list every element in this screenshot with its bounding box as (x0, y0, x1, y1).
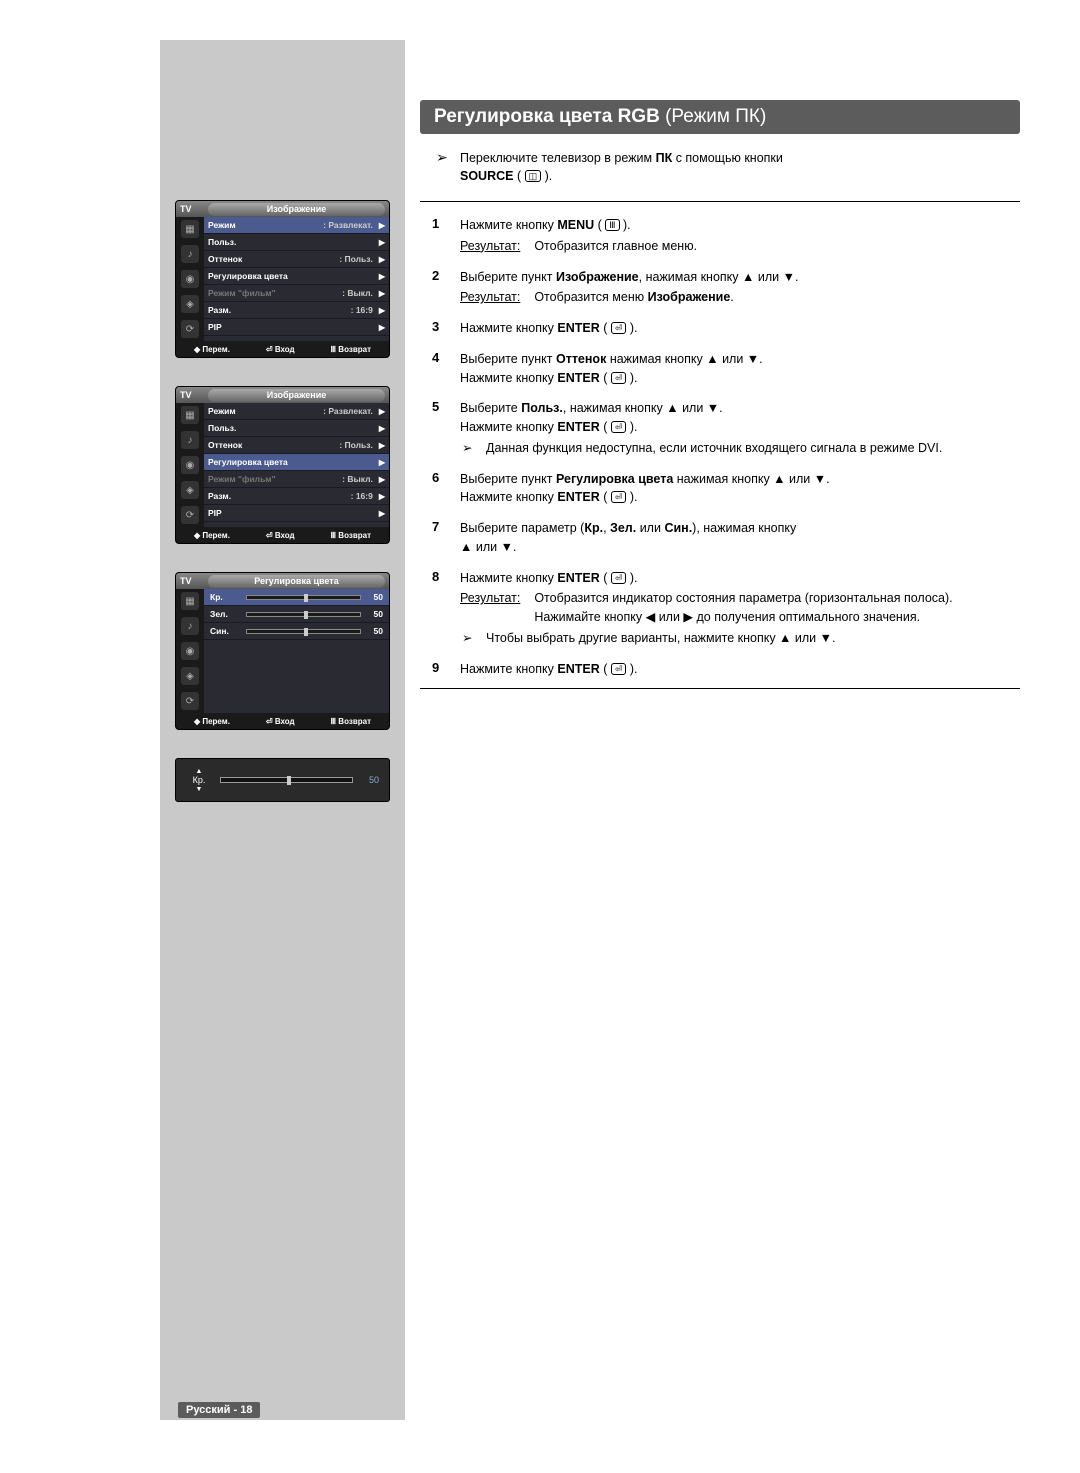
instructions: Регулировка цвета RGB (Режим ПК) ➢ Перек… (420, 40, 1020, 689)
step-5: 5 Выберите Польз., нажимая кнопку ▲ или … (420, 393, 1020, 463)
row-custom: Польз.▶ (204, 234, 389, 251)
source-icon: ◫ (525, 170, 542, 182)
row-size: Разм.: 16:9▶ (204, 302, 389, 319)
enter-icon: ⏎ (611, 372, 627, 384)
step-1: 1 Нажмите кнопку MENU ( Ⅲ ). Результат:О… (420, 210, 1020, 262)
osd-tv-label: TV (176, 204, 204, 214)
slider-red: Кр.50 (204, 589, 389, 606)
sound-icon: ♪ (181, 245, 199, 263)
enter-icon: ⏎ (611, 491, 627, 503)
menu-icon: Ⅲ (605, 219, 619, 231)
step-6: 6 Выберите пункт Регулировка цвета нажим… (420, 464, 1020, 514)
note-arrow-icon: ➢ (462, 439, 472, 458)
channel-icon: ◉ (181, 456, 199, 474)
page-number: Русский - 18 (178, 1402, 260, 1418)
step-4: 4 Выберите пункт Оттенок нажимая кнопку … (420, 344, 1020, 394)
osd-menu-2: TV Изображение ▦ ♪ ◉ ◈ ⟳ Режим: Развлека… (175, 386, 390, 544)
enter-icon: ⏎ (611, 663, 627, 675)
row-mode: Режим: Развлекат.▶ (204, 217, 389, 234)
screenshot-column: TV Изображение ▦ ♪ ◉ ◈ ⟳ Режим: Развлека… (160, 40, 405, 1420)
step-2: 2 Выберите пункт Изображение, нажимая кн… (420, 262, 1020, 314)
picture-icon: ▦ (181, 406, 199, 424)
note-arrow-icon: ➢ (436, 148, 448, 168)
step-8: 8 Нажмите кнопку ENTER ( ⏎ ). Результат:… (420, 563, 1020, 654)
osd-title: Изображение (208, 203, 385, 216)
note-arrow-icon: ➢ (462, 629, 472, 648)
row-coloradj: Регулировка цвета▶ (204, 268, 389, 285)
sound-icon: ♪ (181, 617, 199, 635)
channel-icon: ◉ (181, 642, 199, 660)
osd-single-slider: ▲Кр.▼ 50 (175, 758, 390, 802)
picture-icon: ▦ (181, 592, 199, 610)
osd-color-adjust: TV Регулировка цвета ▦ ♪ ◉ ◈ ⟳ Кр.50 Зел… (175, 572, 390, 730)
row-film: Режим "фильм": Выкл.▶ (204, 285, 389, 302)
step-3: 3 Нажмите кнопку ENTER ( ⏎ ). (420, 313, 1020, 344)
enter-icon: ⏎ (611, 322, 627, 334)
row-pip: PIP▶ (204, 319, 389, 336)
slider-blue: Син.50 (204, 623, 389, 640)
manual-page: TV Изображение ▦ ♪ ◉ ◈ ⟳ Режим: Развлека… (0, 0, 1080, 1473)
setup-icon: ◈ (181, 481, 199, 499)
osd-icon-rail: ▦ ♪ ◉ ◈ ⟳ (176, 217, 204, 341)
input-icon: ⟳ (181, 320, 199, 338)
channel-icon: ◉ (181, 270, 199, 288)
osd-footer: ◆ Перем. ⏎ Вход Ⅲ Возврат (176, 341, 389, 357)
input-icon: ⟳ (181, 692, 199, 710)
enter-icon: ⏎ (611, 572, 627, 584)
picture-icon: ▦ (181, 220, 199, 238)
sound-icon: ♪ (181, 431, 199, 449)
row-hue: Оттенок: Польз.▶ (204, 251, 389, 268)
section-title: Регулировка цвета RGB (Режим ПК) (420, 100, 1020, 134)
setup-icon: ◈ (181, 667, 199, 685)
intro-note: ➢ Переключите телевизор в режим ПК c пом… (420, 148, 1020, 197)
input-icon: ⟳ (181, 506, 199, 524)
slider-green: Зел.50 (204, 606, 389, 623)
osd-menu-1: TV Изображение ▦ ♪ ◉ ◈ ⟳ Режим: Развлека… (175, 200, 390, 358)
step-9: 9 Нажмите кнопку ENTER ( ⏎ ). (420, 654, 1020, 685)
enter-icon: ⏎ (611, 421, 627, 433)
setup-icon: ◈ (181, 295, 199, 313)
step-7: 7 Выберите параметр (Кр., Зел. или Син.)… (420, 513, 1020, 563)
